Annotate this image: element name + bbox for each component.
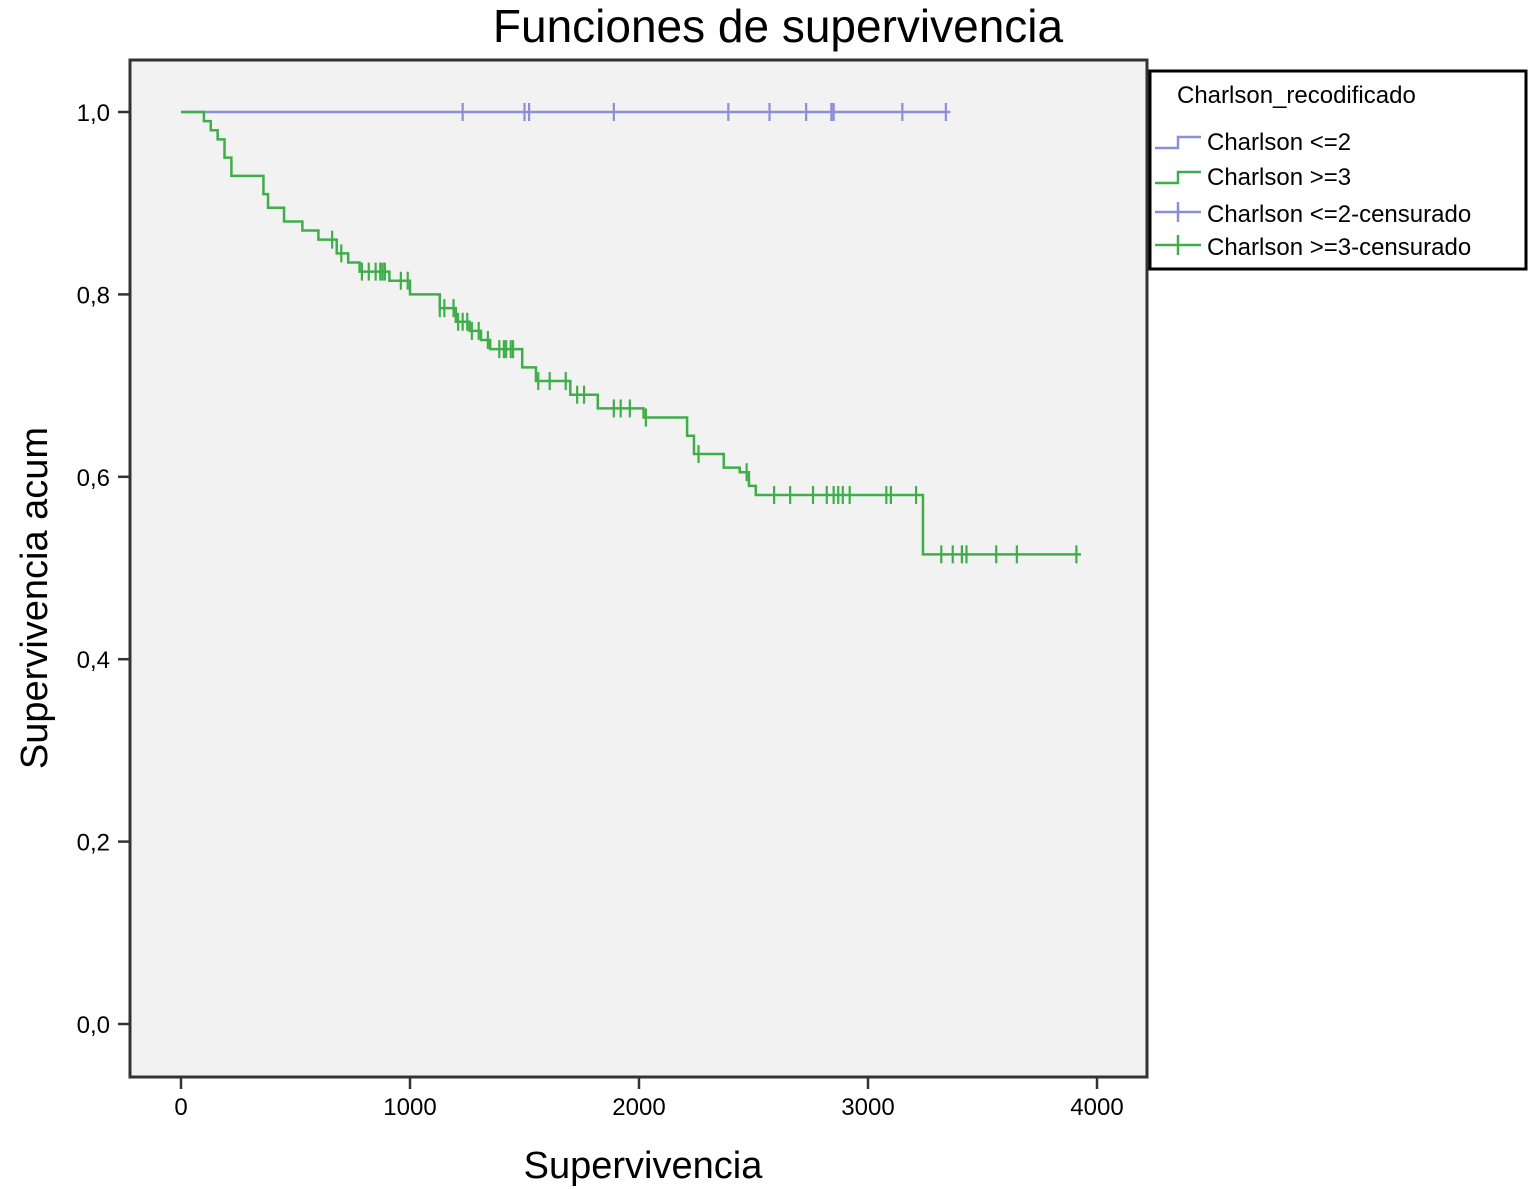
x-tick-label: 2000 xyxy=(612,1094,665,1121)
y-tick-label: 0,0 xyxy=(77,1012,110,1039)
legend-title: Charlson_recodificado xyxy=(1177,82,1416,109)
y-tick-label: 0,4 xyxy=(77,647,110,674)
y-axis: 0,0 0,2 0,4 0,6 0,8 1,0 xyxy=(77,100,130,1039)
series-line-charlson-ge3 xyxy=(181,110,1081,556)
x-tick-label: 1000 xyxy=(383,1094,436,1121)
legend-swatch-charlson-le2-censored xyxy=(1155,202,1201,222)
legend: Charlson_recodificado Charlson <=2 Charl… xyxy=(1148,69,1528,271)
y-axis-label: Supervivencia acum xyxy=(14,427,56,769)
plot-area xyxy=(128,58,1149,1079)
legend-swatch-charlson-ge3 xyxy=(1155,170,1201,185)
y-tick-label: 1,0 xyxy=(77,100,110,127)
series-layer xyxy=(181,103,1081,564)
legend-swatch-charlson-le2 xyxy=(1155,135,1201,150)
x-axis: 0 1000 2000 3000 4000 xyxy=(174,1077,1124,1121)
chart-title: Funciones de supervivencia xyxy=(493,0,1064,52)
x-tick-label: 3000 xyxy=(841,1094,894,1121)
y-tick-label: 0,6 xyxy=(77,465,110,492)
legend-entry-charlson-le2-censored: Charlson <=2-censurado xyxy=(1207,201,1471,228)
legend-entry-charlson-ge3-censored: Charlson >=3-censurado xyxy=(1207,234,1471,261)
legend-entry-charlson-ge3: Charlson >=3 xyxy=(1207,164,1351,191)
x-tick-label: 4000 xyxy=(1070,1094,1123,1121)
y-tick-label: 0,8 xyxy=(77,282,110,309)
x-axis-label: Supervivencia xyxy=(524,1145,764,1187)
x-tick-label: 0 xyxy=(174,1094,187,1121)
legend-box xyxy=(1148,69,1528,271)
legend-entry-charlson-le2: Charlson <=2 xyxy=(1207,129,1351,156)
y-tick-label: 0,2 xyxy=(77,830,110,857)
legend-swatch-charlson-ge3-censored xyxy=(1155,235,1201,255)
